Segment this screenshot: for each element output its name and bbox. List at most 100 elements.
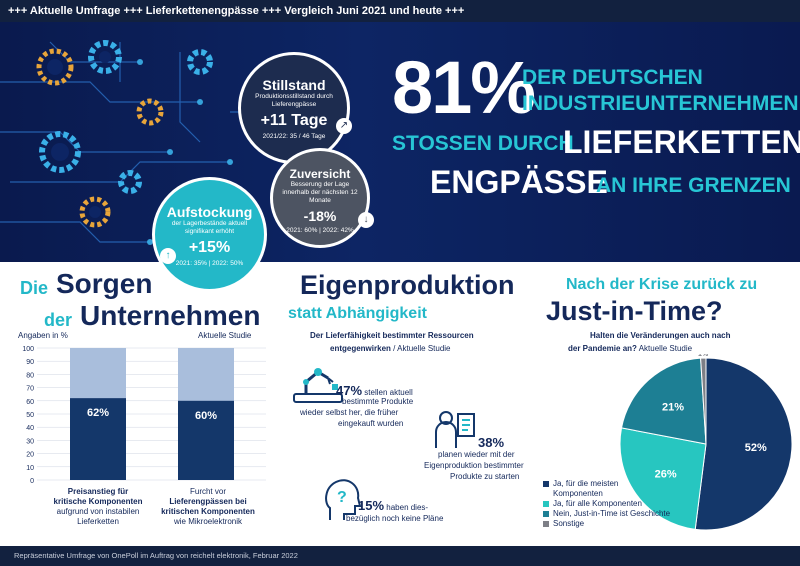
pie-slice (619, 427, 707, 530)
bar2-caption-bold1: Lieferengpässen bei (169, 497, 247, 506)
stat1-text-d: eingekauft wurden (338, 419, 404, 428)
legend-label-3: Nein, Just-in-Time ist Geschichte (553, 509, 671, 518)
bar2-caption-line1: wie Mikroelektronik (173, 517, 243, 526)
headline-line1: DER DEUTSCHEN (522, 66, 703, 89)
bar1-caption-bold2: kritische Komponenten (53, 497, 143, 506)
section1-title-unternehmen: Unternehmen (80, 300, 261, 331)
stat3: 15% haben dies- (358, 498, 428, 513)
legend-label-1b: Komponenten (553, 489, 603, 498)
legend-swatch-2 (543, 500, 549, 507)
arrow-down-icon: ↓ (358, 212, 374, 228)
planning-person-icon (435, 411, 475, 448)
section3-question2: der Pandemie an? Aktuelle Studie (568, 344, 692, 353)
top-banner: +++ Aktuelle Umfrage +++ Lieferketteneng… (0, 0, 800, 22)
section3-title2: Just-in-Time? (546, 296, 723, 326)
stat1-text-a: stellen aktuell (364, 388, 413, 397)
bar (70, 398, 126, 480)
aufstockung-title: Aufstockung (166, 204, 253, 220)
headline-line2: INDUSTRIEUNTERNEHMEN (522, 92, 799, 115)
bar-value-label: 60% (195, 410, 217, 422)
y-tick-label: 20 (26, 452, 34, 459)
legend-item-3: Nein, Just-in-Time ist Geschichte (543, 509, 670, 518)
section2-title2: statt Abhängigkeit (288, 305, 427, 322)
section1-title-der: der (44, 310, 73, 330)
pie-slice (694, 357, 793, 531)
legend-item-1: Ja, für die meisten (543, 479, 618, 488)
headline-line3a: STOSSEN DURCH (392, 132, 574, 155)
section3-question2-study: Aktuelle Studie (636, 344, 693, 353)
stat1-text-c: wieder selbst her, die früher (300, 408, 399, 417)
stat3-percent: 15% (358, 498, 385, 513)
pie-slice-label: 1% (698, 354, 709, 358)
legend-label-1a: Ja, für die meisten (553, 479, 619, 488)
bar2-caption-bold2: kritischen Komponenten (161, 507, 255, 516)
legend-label-2: Ja, für alle Komponenten (553, 499, 642, 508)
stat3-text-b: bezüglich noch keine Pläne (346, 514, 444, 523)
stat2-text-c: Produkte zu starten (450, 472, 520, 481)
stillstand-subtitle: Produktionsstillstand durch Lieferengpäs… (255, 93, 333, 108)
legend-label-4: Sonstige (553, 519, 585, 528)
units-label: Angaben in % (18, 331, 68, 340)
headline-line4a: ENGPÄSSE (430, 164, 608, 200)
y-tick-label: 30 (26, 438, 34, 445)
zuversicht-title: Zuversicht (289, 167, 351, 181)
aufstockung-subtitle: der Lagerbestände aktuell signifikant er… (171, 220, 248, 235)
pie-slice-label: 52% (745, 442, 767, 454)
section1-title-die: Die (20, 278, 49, 298)
y-tick-label: 100 (22, 346, 34, 353)
section2-question1: Der Lieferfähigkeit bestimmter Ressource… (310, 331, 474, 340)
stat3-text-a: haben dies- (386, 503, 429, 512)
stat2-text-b: Eigenproduktion bestimmter (424, 461, 524, 470)
y-tick-label: 80 (26, 372, 34, 379)
y-tick-label: 10 (26, 465, 34, 472)
section2-question2: entgegenwirken / Aktuelle Studie (330, 344, 451, 353)
headline-line4b: AN IHRE GRENZEN (596, 174, 791, 197)
y-tick-label: 40 (26, 425, 34, 432)
section3-question2-bold: der Pandemie an? (568, 344, 637, 353)
pie-slice-label: 21% (662, 402, 684, 414)
section2-title1: Eigenproduktion (300, 270, 515, 300)
headline-line3b: LIEFERKETTEN- (563, 124, 800, 160)
section2-question2-bold: entgegenwirken (330, 344, 391, 353)
section3-question1: Halten die Veränderungen auch nach (590, 331, 731, 340)
stat2-percent: 38% (478, 435, 505, 450)
arrow-up-icon: ↑ (160, 248, 176, 264)
stillstand-title: Stillstand (262, 77, 326, 93)
bar2-caption-plain: Furcht vor (189, 487, 226, 496)
bar1-caption-line2: Lieferketten (77, 517, 119, 526)
legend-item-2: Ja, für alle Komponenten (543, 499, 642, 508)
stat2-text-a: planen wieder mit der (438, 450, 515, 459)
stat1-text-b: bestimmte Produkte (342, 397, 414, 406)
hero-banner: 81% DER DEUTSCHEN INDUSTRIEUNTERNEHMEN S… (0, 22, 800, 262)
bar1-caption-line1: aufgrund von instabilen (56, 507, 140, 516)
svg-text:?: ? (337, 489, 347, 506)
legend-swatch-1 (543, 480, 549, 487)
bar1-caption: Preisanstieg für kritische Komponenten a… (38, 487, 158, 527)
section1-title-sorgen: Sorgen (56, 268, 153, 299)
stat1-percent: 47% (336, 383, 363, 398)
y-tick-label: 90 (26, 359, 34, 366)
pie-chart: 52% 26% 21% 1% (619, 354, 793, 531)
robot-arm-icon (293, 368, 343, 403)
aufstockung-bubble: Aufstockung der Lagerbestände aktuell si… (152, 177, 267, 292)
bar1-caption-bold1: Preisanstieg für (67, 487, 129, 496)
legend-swatch-3 (543, 510, 549, 517)
y-tick-label: 0 (30, 478, 34, 485)
bar-value-label: 62% (87, 407, 109, 419)
stillstand-bubble: Stillstand Produktionsstillstand durch L… (238, 52, 350, 164)
headline-percent: 81% (392, 46, 536, 129)
y-tick-label: 50 (26, 412, 34, 419)
bar (178, 400, 234, 480)
zuversicht-value: -18% (303, 208, 337, 224)
section3-title1: Nach der Krise zurück zu (566, 276, 758, 293)
pie-slice (620, 357, 707, 445)
legend-swatch-4 (543, 520, 549, 527)
zuversicht-bubble: Zuversicht Besserung der Lage innerhalb … (270, 148, 370, 248)
question-head-icon: ? (325, 479, 362, 520)
stat2-percent-wrap: 38% (478, 435, 504, 450)
circuit-gears-illustration (0, 40, 303, 245)
y-tick-label: 60 (26, 399, 34, 406)
arrow-up-right-icon: ↗ (336, 118, 352, 134)
aufstockung-value: +15% (188, 239, 231, 256)
